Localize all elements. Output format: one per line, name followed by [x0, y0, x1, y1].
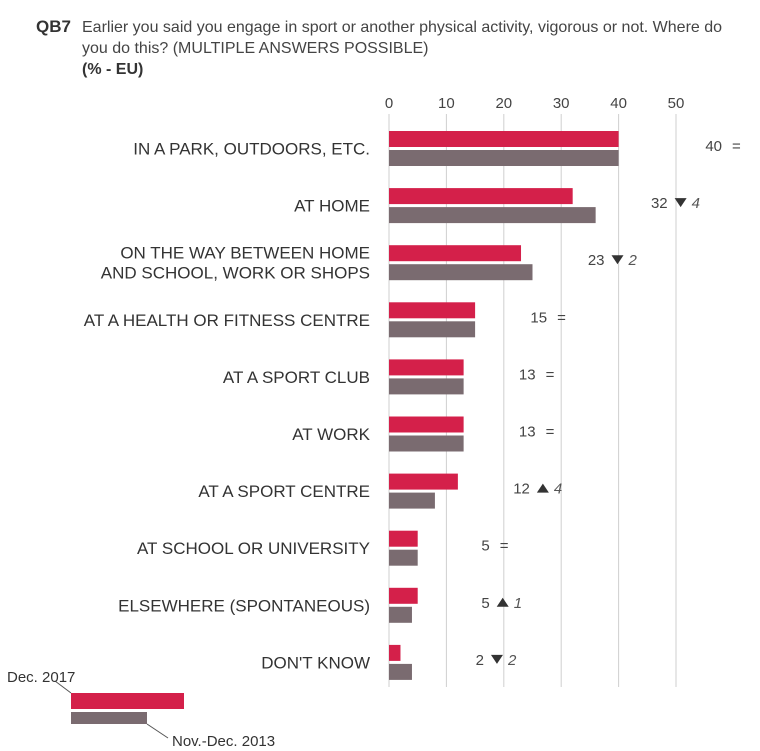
value-label: 15 — [530, 309, 547, 326]
change-value: 2 — [628, 252, 638, 269]
question-code: QB7 — [36, 17, 71, 36]
change-value: 4 — [554, 481, 562, 498]
category-label: AND SCHOOL, WORK OR SHOPS — [101, 264, 370, 283]
legend-leader-line — [146, 723, 169, 739]
bar-nov-dec-2013 — [389, 549, 418, 566]
decrease-arrow-icon — [490, 654, 503, 664]
bar-dec-2017 — [389, 245, 522, 262]
no-change-symbol: = — [557, 309, 566, 326]
value-label: 5 — [481, 538, 489, 555]
legend-leader-line — [54, 680, 72, 694]
no-change-symbol: = — [546, 424, 555, 441]
bar-dec-2017 — [389, 473, 458, 490]
bar-dec-2017 — [389, 530, 418, 547]
change-value: 2 — [507, 652, 517, 669]
change-value: 4 — [692, 195, 700, 212]
bar-dec-2017 — [389, 188, 573, 205]
value-label: 40 — [705, 138, 722, 155]
category-label: ELSEWHERE (SPONTANEOUS) — [118, 596, 370, 615]
value-label: 13 — [519, 424, 536, 441]
x-tick-label: 0 — [385, 95, 393, 112]
category-label: AT A HEALTH OR FITNESS CENTRE — [84, 311, 370, 330]
bar-nov-dec-2013 — [389, 663, 412, 680]
change-value: 1 — [514, 595, 522, 612]
no-change-symbol: = — [546, 366, 555, 383]
value-label: 13 — [519, 366, 536, 383]
decrease-arrow-icon — [611, 255, 624, 265]
bar-nov-dec-2013 — [389, 207, 596, 224]
bar-dec-2017 — [389, 131, 619, 147]
legend-swatch-nov-dec-2013 — [71, 712, 147, 724]
value-label: 2 — [476, 652, 484, 669]
chart-subtitle: (% - EU) — [82, 61, 144, 78]
value-label: 12 — [513, 481, 530, 498]
bar-nov-dec-2013 — [389, 321, 476, 338]
value-label: 32 — [651, 195, 668, 212]
category-label: AT A SPORT CLUB — [223, 368, 370, 387]
bar-dec-2017 — [389, 359, 464, 376]
x-tick-label: 10 — [438, 95, 455, 112]
increase-arrow-icon — [496, 597, 509, 607]
bar-dec-2017 — [389, 587, 418, 604]
category-label: AT A SPORT CENTRE — [198, 482, 370, 501]
x-tick-label: 30 — [553, 95, 570, 112]
no-change-symbol: = — [732, 138, 741, 155]
bar-nov-dec-2013 — [389, 264, 533, 281]
x-tick-label: 20 — [495, 95, 512, 112]
bar-dec-2017 — [389, 416, 464, 433]
bar-dec-2017 — [389, 302, 476, 319]
category-label: AT WORK — [292, 425, 370, 444]
legend-label-nov-dec-2013: Nov.-Dec. 2013 — [172, 733, 275, 750]
bar-nov-dec-2013 — [389, 378, 464, 395]
category-label: DON'T KNOW — [261, 653, 370, 672]
decrease-arrow-icon — [674, 198, 687, 208]
bar-nov-dec-2013 — [389, 150, 619, 166]
question-text: Earlier you said you engage in sport or … — [82, 19, 723, 57]
bar-nov-dec-2013 — [389, 606, 412, 623]
category-label: ON THE WAY BETWEEN HOME — [120, 244, 370, 263]
legend-label-dec-2017: Dec. 2017 — [7, 669, 75, 686]
category-label: AT HOME — [294, 197, 370, 216]
category-label: IN A PARK, OUTDOORS, ETC. — [133, 140, 370, 159]
value-label: 23 — [588, 252, 605, 269]
x-tick-label: 40 — [610, 95, 627, 112]
no-change-symbol: = — [500, 538, 509, 555]
bar-dec-2017 — [389, 644, 401, 661]
bar-nov-dec-2013 — [389, 492, 435, 509]
x-tick-label: 50 — [668, 95, 685, 112]
legend-swatch-dec-2017 — [71, 693, 184, 709]
category-label: AT SCHOOL OR UNIVERSITY — [137, 539, 370, 558]
increase-arrow-icon — [536, 483, 549, 493]
bar-nov-dec-2013 — [389, 435, 464, 452]
value-label: 5 — [481, 595, 489, 612]
